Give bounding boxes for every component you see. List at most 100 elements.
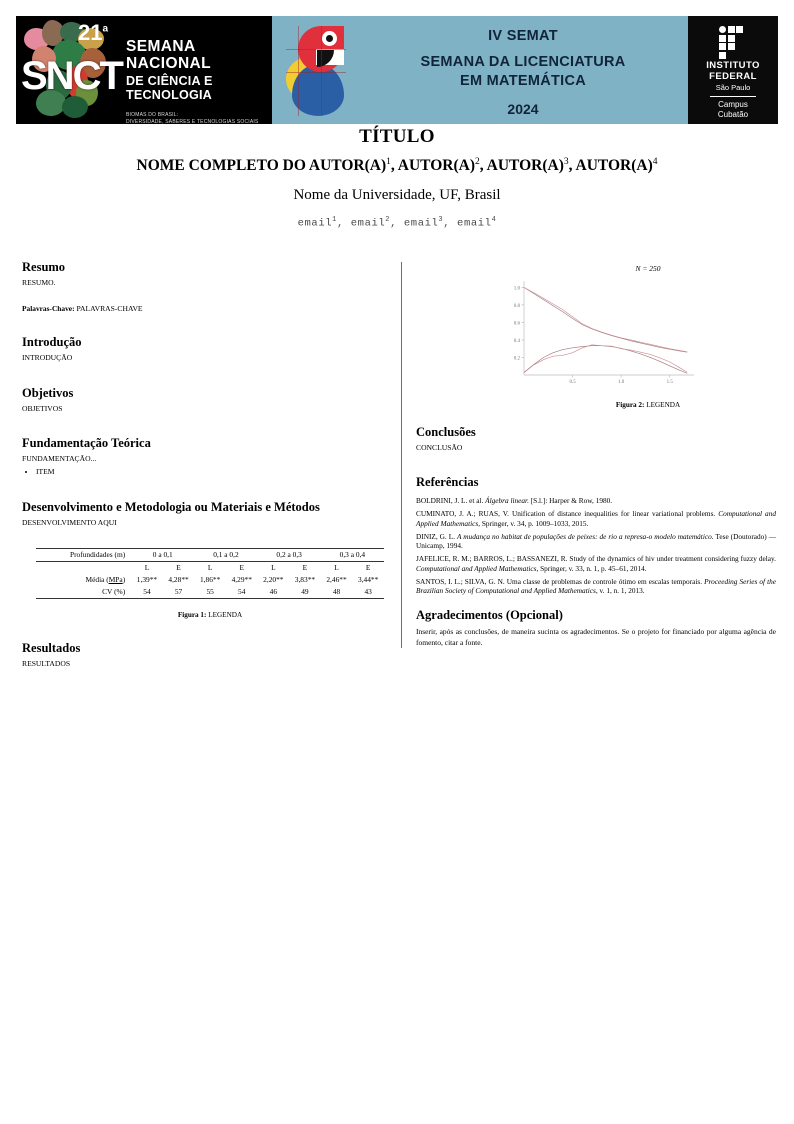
- email-4-sup: 4: [491, 216, 497, 225]
- table-subheader-7: E: [365, 563, 371, 573]
- table-cell: 49: [289, 585, 321, 599]
- chart-series-hazard-empirical: [523, 344, 688, 374]
- table-cell: 54: [131, 585, 163, 599]
- right-column: N = 250 0.2 0.4 0.6 0.8 1.0 0.5 1.0 1.5 Figura …: [416, 260, 776, 649]
- page-title: TÍTULO: [359, 126, 435, 147]
- ifsp-line-1: INSTITUTO: [706, 60, 760, 71]
- reference-list: BOLDRINI, J. L. et al. Álgebra linear. […: [416, 496, 776, 595]
- chart-series-survival-empirical: [523, 287, 688, 353]
- title-block: TÍTULO NOME COMPLETO DO AUTOR(A)1, AUTOR…: [20, 126, 774, 230]
- banner-center-semat: IV SEMAT SEMANA DA LICENCIATURA EM MATEM…: [272, 16, 688, 124]
- email-1-sup: 1: [332, 216, 337, 225]
- affiliation: Nome da Universidade, UF, Brasil: [293, 187, 501, 204]
- table-cell: 1,39**: [136, 575, 158, 585]
- list-item: ITEM: [36, 467, 382, 478]
- ifsp-state: São Paulo: [715, 83, 751, 93]
- author-3-sup: 3: [563, 157, 569, 167]
- figure-1-caption-label: Figura 1:: [177, 610, 207, 619]
- ifsp-text: INSTITUTO FEDERAL São Paulo Campus Cubat…: [688, 60, 778, 119]
- table-subheader-row: L E L E L E L E: [36, 561, 384, 574]
- ifsp-divider: [710, 96, 756, 98]
- table-group-header-0: 0 a 0,1: [131, 547, 195, 562]
- left-column: Resumo RESUMO. Palavras-Chave: PALAVRAS-…: [22, 260, 384, 669]
- table-cell: 1,86**: [199, 575, 221, 585]
- table-subheader-1: E: [176, 563, 181, 573]
- author-2-sup: 2: [474, 157, 480, 167]
- table-subheader-4: L: [271, 563, 276, 573]
- table-row-label-cv: CV (%): [36, 585, 132, 599]
- author-1: NOME COMPLETO DO AUTOR(A): [136, 157, 387, 175]
- section-body-conclusoes: CONCLUSÃO: [416, 443, 463, 452]
- table-cell: 2,46**: [326, 575, 347, 585]
- figure-2-caption-label: Figura 2:: [615, 401, 645, 409]
- email-4: email: [457, 217, 492, 230]
- email-2: email: [350, 217, 386, 230]
- table-subheader-6: L: [334, 563, 339, 573]
- ifsp-line-2: FEDERAL: [709, 70, 757, 82]
- table-group-header-1: 0,1 a 0,2: [194, 547, 258, 562]
- section-heading-conclusoes: Conclusões: [416, 425, 476, 439]
- table-corner-header: Profundidades (m): [36, 547, 132, 562]
- semat-line-1: IV SEMAT: [488, 28, 558, 44]
- section-body-agradecimentos: Inserir, após as conclusões, de maneira …: [416, 627, 776, 648]
- table-cell: 4,28**: [168, 575, 189, 585]
- figure-2-caption: Figura 2: LEGENDA: [498, 401, 794, 409]
- section-body-introducao: INTRODUÇÃO: [22, 353, 73, 363]
- email-3: email: [403, 217, 439, 230]
- snct-theme: BIOMAS DO BRASIL: DIVERSIDADE, SABERES E…: [126, 112, 272, 124]
- email-2-sup: 2: [385, 216, 391, 225]
- table-group-header-2: 0,2 a 0,3: [257, 547, 321, 562]
- reference-entry: JAFELICE, R. M.; BARROS, L.; BASSANEZI, …: [416, 554, 776, 573]
- table-subheader-2: L: [207, 563, 213, 573]
- table-row: Média (MPa) 1,39** 4,28** 1,86** 4,29** …: [36, 574, 384, 586]
- event-banner: 21a SNCT SEMANA NACIONAL DE CIÊNCIA E TE…: [16, 16, 778, 124]
- semat-line-2a: SEMANA DA LICENCIATURA: [420, 54, 626, 70]
- table-row: CV (%) 54 57 55 54 46 49 48 43: [36, 585, 384, 599]
- section-body-desenvolvimento: DESENVOLVIMENTO AQUI: [22, 517, 117, 527]
- table-subheader-0: L: [144, 563, 150, 573]
- banner-left-text: SEMANA NACIONAL DE CIÊNCIA E TECNOLOGIA …: [126, 38, 272, 124]
- table-header-row: Profundidades (m) 0 a 0,1 0,1 a 0,2 0,2 …: [36, 547, 384, 562]
- table-cell: 55: [194, 585, 226, 599]
- figure-1-caption: Figura 1: LEGENDA: [36, 611, 384, 619]
- author-4: AUTOR(A): [575, 157, 653, 175]
- depth-measurements-table: Profundidades (m) 0 a 0,1 0,1 a 0,2 0,2 …: [36, 547, 384, 599]
- snct-collage-icon: [22, 18, 120, 122]
- parrot-icon: [286, 26, 346, 116]
- table-subheader-blank: [36, 561, 131, 574]
- table-cell: 48: [320, 585, 353, 599]
- snct-edition-value: 21: [78, 20, 103, 45]
- table-cell: 43: [352, 585, 384, 599]
- svg-text:1.5: 1.5: [667, 380, 674, 385]
- snct-line-1: SEMANA NACIONAL: [126, 38, 211, 73]
- semat-line-2b: EM MATEMÁTICA: [459, 73, 587, 90]
- table-row-label-media: Média (MPa): [85, 575, 126, 585]
- fundamentacao-item-list: ITEM: [22, 467, 382, 478]
- section-heading-objetivos: Objetivos: [22, 385, 74, 400]
- table-cell: 4,29**: [231, 575, 252, 585]
- section-body-fundamentacao: FUNDAMENTAÇÃO...: [22, 453, 97, 463]
- table-subheader-5: E: [302, 563, 308, 573]
- reference-entry: CUMINATO, J. A.; RUAS, V. Unification of…: [416, 509, 776, 528]
- svg-text:0.2: 0.2: [514, 356, 521, 361]
- svg-text:0.5: 0.5: [569, 380, 576, 385]
- table-cell: 57: [162, 585, 195, 599]
- keywords: Palavras-Chave: PALAVRAS-CHAVE: [22, 304, 382, 313]
- section-heading-resumo: Resumo: [22, 260, 66, 274]
- section-heading-fundamentacao: Fundamentação Teórica: [22, 435, 151, 450]
- chart-series-hazard-smooth: [523, 345, 688, 374]
- figure-1-table: Profundidades (m) 0 a 0,1 0,1 a 0,2 0,2 …: [36, 547, 384, 619]
- section-heading-referencias: Referências: [416, 475, 479, 490]
- banner-center-text: IV SEMAT SEMANA DA LICENCIATURA EM MATEM…: [362, 28, 684, 117]
- author-list: NOME COMPLETO DO AUTOR(A)1, AUTOR(A)2, A…: [136, 157, 658, 175]
- table-cell: 54: [225, 585, 258, 599]
- table-cell: 46: [257, 585, 290, 599]
- snct-theme-line-2: DIVERSIDADE, SABERES E TECNOLOGIAS SOCIA…: [126, 119, 259, 124]
- snct-line-2: DE CIÊNCIA E TECNOLOGIA: [126, 73, 213, 103]
- table-subheader-3: E: [239, 563, 244, 573]
- reference-entry: BOLDRINI, J. L. et al. Álgebra linear. […: [416, 496, 613, 506]
- chart-series-survival-smooth: [523, 287, 688, 353]
- line-chart-svg: 0.2 0.4 0.6 0.8 1.0 0.5 1.0 1.5: [514, 281, 694, 385]
- author-2: AUTOR(A): [397, 157, 475, 175]
- email-1: email: [297, 217, 333, 230]
